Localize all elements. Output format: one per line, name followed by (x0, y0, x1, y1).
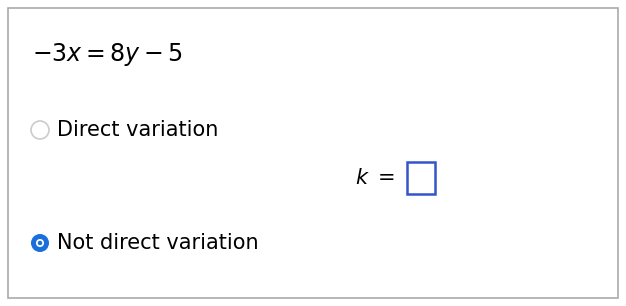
Ellipse shape (31, 234, 49, 252)
Ellipse shape (31, 121, 49, 139)
Text: $-3x = 8y - 5$: $-3x = 8y - 5$ (32, 42, 183, 69)
Ellipse shape (36, 239, 44, 247)
Text: Direct variation: Direct variation (57, 120, 218, 140)
Ellipse shape (38, 241, 42, 245)
Text: Not direct variation: Not direct variation (57, 233, 259, 253)
Text: $k\ =$: $k\ =$ (355, 168, 395, 188)
Bar (407, 162, 435, 194)
